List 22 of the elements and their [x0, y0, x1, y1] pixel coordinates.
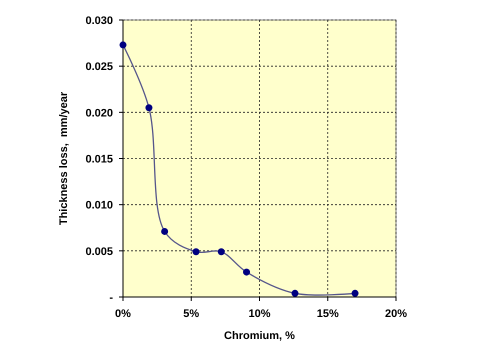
point — [120, 41, 126, 48]
y-tick-label: 0.030 — [85, 15, 113, 27]
x-tick-label: 15% — [316, 308, 339, 320]
y-tick-label: 0.020 — [85, 107, 113, 120]
y-axis-title: Thickness loss, mm/year — [58, 91, 70, 226]
x-tick-label: 5% — [183, 308, 200, 320]
x-tick-label: 10% — [248, 308, 271, 320]
y-tick-label: 0.025 — [85, 61, 113, 74]
x-axis-title: Chromium, % — [224, 330, 296, 342]
y-tick-label: 0.010 — [85, 200, 113, 212]
x-tick-label: 20% — [384, 308, 408, 320]
point — [352, 290, 359, 297]
y-tick-label: 0.005 — [85, 246, 113, 258]
point — [161, 228, 168, 235]
point — [145, 104, 152, 112]
point — [291, 290, 298, 297]
point — [218, 248, 225, 256]
point — [192, 248, 200, 256]
x-tick-label: 0% — [115, 308, 132, 320]
point — [243, 268, 250, 276]
y-tick-label: - — [109, 292, 114, 304]
y-tick-label: 0.015 — [85, 154, 113, 166]
